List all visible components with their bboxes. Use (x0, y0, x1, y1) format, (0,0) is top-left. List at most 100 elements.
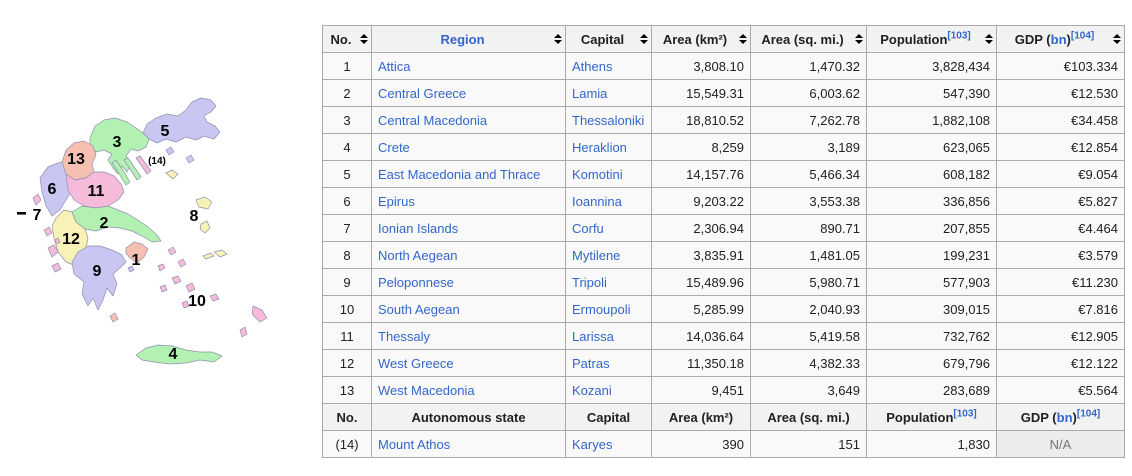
autonomous-header-gdp-bn-link[interactable]: bn (1056, 409, 1073, 425)
header-gdp[interactable]: GDP (bn)[104] (996, 25, 1125, 53)
cell-region-link[interactable]: West Macedonia (378, 382, 475, 398)
header-population[interactable]: Population[103] (866, 25, 997, 53)
header-area-mi-label: Area (sq. mi.) (761, 31, 844, 47)
autonomous-header-area-km: Area (km²) (651, 403, 751, 431)
cell-capital: Tripoli (565, 268, 652, 296)
cell-capital: Thessaloniki (565, 106, 652, 134)
cell-no: 5 (322, 160, 372, 188)
map-region-3-finger (123, 157, 142, 181)
cell-capital-link[interactable]: Heraklion (572, 139, 627, 155)
cell-capital-link[interactable]: Corfu (572, 220, 604, 236)
sort-icon[interactable] (640, 34, 648, 44)
cell-region-link[interactable]: Ionian Islands (378, 220, 459, 236)
cell-region-link[interactable]: Thessaly (378, 328, 431, 344)
cell-area-km: 3,835.91 (651, 241, 751, 269)
cell-region: South Aegean (371, 295, 566, 323)
cell-gdp: €7.816 (996, 295, 1125, 323)
header-capital-label: Capital (580, 31, 625, 47)
map-island-corfu (32, 193, 42, 206)
cell-population: 3,828,434 (866, 52, 997, 80)
cell-capital-link[interactable]: Karyes (572, 436, 613, 452)
cell-region: North Aegean (371, 241, 566, 269)
cell-gdp: N/A (996, 430, 1125, 458)
table-row: 1 Attica Athens 3,808.10 1,470.32 3,828,434 €1… (322, 52, 1125, 80)
header-gdp-label-close: ) (1066, 31, 1071, 47)
header-capital[interactable]: Capital (565, 25, 652, 53)
header-gdp-bn-link[interactable]: bn (1050, 31, 1067, 47)
autonomous-header-population-label: Population (886, 409, 954, 425)
cell-area-km: 15,489.96 (651, 268, 751, 296)
cell-population: 283,689 (866, 376, 997, 404)
cell-capital-link[interactable]: Kozani (572, 382, 612, 398)
header-area-mi[interactable]: Area (sq. mi.) (750, 25, 867, 53)
cell-capital: Ioannina (565, 187, 652, 215)
cell-region: Crete (371, 133, 566, 161)
sort-icon[interactable] (985, 34, 993, 44)
map-island-paros (171, 275, 182, 285)
cell-capital-link[interactable]: Lamia (572, 85, 608, 101)
header-region-link[interactable]: Region (440, 31, 485, 47)
cell-capital-link[interactable]: Mytilene (572, 247, 621, 263)
map-island-ikaria (202, 252, 215, 260)
cell-capital-link[interactable]: Patras (572, 355, 610, 371)
cell-region-link[interactable]: Epirus (378, 193, 415, 209)
cell-population: 1,830 (866, 430, 997, 458)
cell-region-link[interactable]: Attica (378, 58, 411, 74)
table-row: 9 Peloponnese Tripoli 15,489.96 5,980.71 577,… (322, 268, 1125, 296)
cell-region-link[interactable]: West Greece (378, 355, 454, 371)
cell-capital-link[interactable]: Athens (572, 58, 613, 74)
header-no[interactable]: No. (322, 25, 372, 53)
cell-capital: Athens (565, 52, 652, 80)
cell-region-link[interactable]: South Aegean (378, 301, 460, 317)
cell-no: 11 (322, 322, 372, 350)
sort-icon[interactable] (360, 34, 368, 44)
sort-icon[interactable] (739, 34, 747, 44)
autonomous-header-gdp-label: GDP ( (1020, 409, 1057, 425)
sort-icon[interactable] (855, 34, 863, 44)
footnote-ref-103[interactable]: [103] (947, 30, 971, 42)
footnote-ref-104[interactable]: [104] (1070, 30, 1095, 42)
cell-region: Attica (371, 52, 566, 80)
cell-region: Thessaly (371, 322, 566, 350)
cell-region-link[interactable]: Central Greece (378, 85, 467, 101)
sort-icon[interactable] (1113, 34, 1121, 44)
map-island-ithaca (54, 237, 61, 245)
cell-capital-link[interactable]: Ermoupoli (572, 301, 631, 317)
cell-capital-link[interactable]: Komotini (572, 166, 623, 182)
cell-capital: Mytilene (565, 241, 652, 269)
cell-area-km: 14,036.64 (651, 322, 751, 350)
cell-no: 3 (322, 106, 372, 134)
table-row: 2 Central Greece Lamia 15,549.31 6,003.62 547… (322, 79, 1125, 107)
cell-region-link[interactable]: North Aegean (378, 247, 458, 263)
cell-region-link[interactable]: East Macedonia and Thrace (378, 166, 541, 182)
cell-area-km: 14,157.76 (651, 160, 751, 188)
cell-capital-link[interactable]: Thessaloniki (572, 112, 645, 128)
map-label-7: 7 (33, 207, 42, 224)
footnote-ref-104[interactable]: [104] (1076, 408, 1101, 420)
header-area-km[interactable]: Area (km²) (651, 25, 751, 53)
cell-gdp: €12.905 (996, 322, 1125, 350)
cell-capital: Heraklion (565, 133, 652, 161)
map-island-kea (157, 263, 166, 272)
cell-area-km: 5,285.99 (651, 295, 751, 323)
cell-capital-link[interactable]: Ioannina (572, 193, 622, 209)
cell-population: 547,390 (866, 79, 997, 107)
cell-region-link[interactable]: Peloponnese (378, 274, 454, 290)
cell-capital-link[interactable]: Tripoli (572, 274, 607, 290)
cell-no: 8 (322, 241, 372, 269)
cell-region-link[interactable]: Mount Athos (378, 436, 451, 452)
map-label-10: 10 (188, 293, 206, 310)
footnote-ref-103[interactable]: [103] (953, 408, 977, 420)
cell-no: 12 (322, 349, 372, 377)
cell-region-link[interactable]: Central Macedonia (378, 112, 488, 128)
sort-icon[interactable] (554, 34, 562, 44)
cell-region-link[interactable]: Crete (378, 139, 410, 155)
cell-capital: Patras (565, 349, 652, 377)
cell-population: 309,015 (866, 295, 997, 323)
map-label-12: 12 (62, 231, 80, 248)
cell-capital-link[interactable]: Larissa (572, 328, 614, 344)
header-region[interactable]: Region (371, 25, 566, 53)
map-region-1 (125, 241, 149, 264)
cell-no: 2 (322, 79, 372, 107)
cell-area-mi: 5,466.34 (750, 160, 867, 188)
